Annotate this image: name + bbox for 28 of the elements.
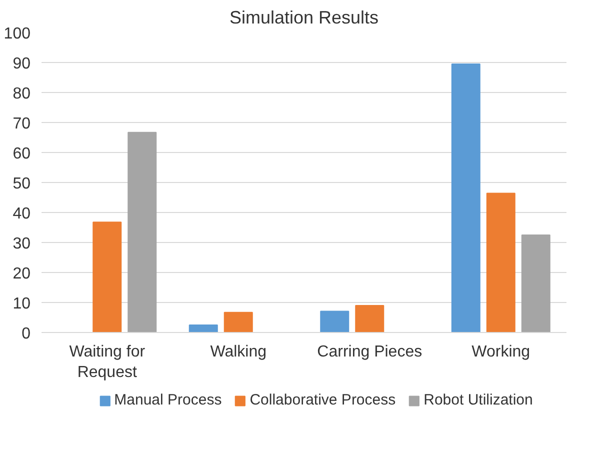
y-tick-label: 30 bbox=[12, 236, 31, 252]
y-tick-label: 50 bbox=[12, 176, 31, 192]
x-tick-label: Waiting for Request bbox=[69, 344, 146, 381]
bar bbox=[521, 234, 550, 332]
y-tick-label: 70 bbox=[12, 116, 31, 132]
y-tick-label: 100 bbox=[4, 26, 31, 42]
y-tick-label: 0 bbox=[22, 326, 31, 342]
legend-label: Robot Utilization bbox=[424, 392, 533, 408]
bar bbox=[451, 64, 480, 332]
bar bbox=[486, 192, 516, 332]
bar bbox=[92, 222, 122, 332]
bar bbox=[224, 312, 253, 332]
x-tick-label: Walking bbox=[210, 344, 267, 360]
y-tick-label: 20 bbox=[12, 266, 31, 282]
x-tick-label: Working bbox=[472, 344, 530, 360]
x-tick-label: Carring Pieces bbox=[317, 344, 422, 360]
y-tick-label: 90 bbox=[12, 56, 31, 72]
y-tick-label: 10 bbox=[12, 296, 31, 312]
y-tick-label: 80 bbox=[12, 86, 31, 102]
y-tick-label: 40 bbox=[12, 206, 31, 222]
bar bbox=[355, 305, 384, 332]
chart-title: Simulation Results bbox=[229, 8, 379, 28]
bar bbox=[188, 324, 218, 332]
bar bbox=[128, 132, 157, 332]
bar bbox=[320, 310, 350, 332]
legend-label: Manual Process bbox=[114, 392, 222, 408]
y-tick-label: 60 bbox=[12, 146, 31, 162]
legend-label: Collaborative Process bbox=[250, 392, 396, 408]
